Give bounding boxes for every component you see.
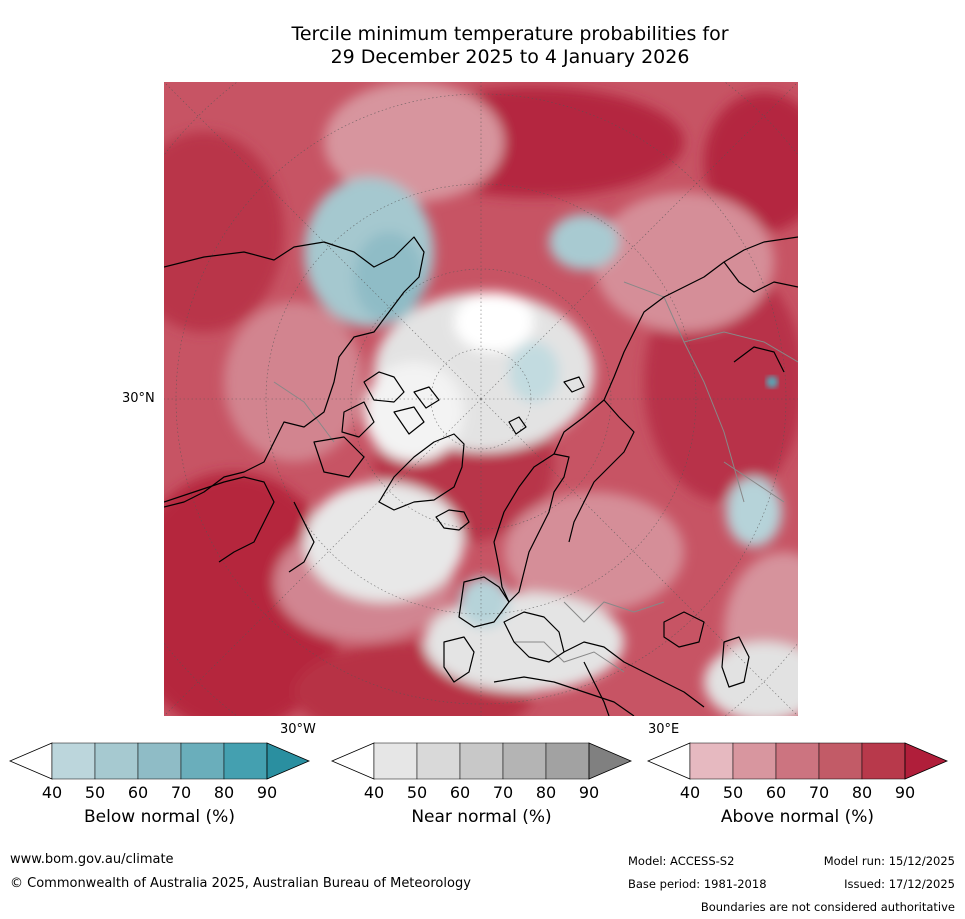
near-colorbar-graphic	[330, 742, 633, 780]
footer-copyright: © Commonwealth of Australia 2025, Austra…	[10, 876, 471, 891]
colorbar-below-normal: 40 50 60 70 80 90 Below normal (%)	[8, 742, 311, 843]
above-colorbar-graphic	[646, 742, 949, 780]
footer-base-period: Base period: 1981-2018	[628, 877, 767, 891]
chart-title-line-2: 29 December 2025 to 4 January 2026	[330, 46, 690, 68]
below-colorbar-tick-label: 90	[256, 783, 278, 802]
footer-model-run: Model run: 15/12/2025	[823, 854, 955, 868]
scandinavia-coast	[493, 453, 570, 603]
above-colorbar-segment	[775, 742, 820, 780]
near-colorbar-tick-label: 90	[578, 783, 600, 802]
footer-disclaimer: Boundaries are not considered authoritat…	[700, 900, 955, 914]
above-colorbar-tick-label: 40	[679, 783, 701, 802]
above-colorbar-segment	[861, 742, 906, 780]
near-colorbar-tick-label: 40	[363, 783, 385, 802]
near-colorbar-segment	[373, 742, 418, 780]
below-colorbar-segment	[180, 742, 225, 780]
below-colorbar-tick-label: 40	[41, 783, 63, 802]
near-colorbar-tick-label: 60	[449, 783, 471, 802]
iceland-coast	[435, 509, 470, 531]
below-colorbar-tick-label: 60	[127, 783, 149, 802]
near-colorbar-max-extension	[588, 742, 633, 780]
below-colorbar-segment	[137, 742, 182, 780]
longitude-label-30w: 30°W	[280, 722, 316, 737]
below-colorbar-segment	[94, 742, 139, 780]
below-colorbar-min-extension	[8, 742, 53, 780]
probability-map	[164, 82, 798, 716]
north-america-coast	[164, 236, 425, 508]
below-colorbar-segment	[51, 742, 96, 780]
near-colorbar-tick-label: 50	[406, 783, 428, 802]
footer-issued: Issued: 17/12/2025	[844, 877, 955, 891]
above-colorbar-tick-label: 70	[808, 783, 830, 802]
near-colorbar-tick-label: 80	[535, 783, 557, 802]
below-colorbar-tick-label: 70	[170, 783, 192, 802]
blue-spot	[766, 376, 778, 388]
graticule	[164, 82, 798, 716]
footer-url: www.bom.gov.au/climate	[10, 852, 174, 867]
near-colorbar-segment	[502, 742, 547, 780]
above-colorbar-segment	[818, 742, 863, 780]
country-borders	[273, 281, 798, 673]
above-colorbar-tick-label: 50	[722, 783, 744, 802]
below-colorbar-tick-label: 50	[84, 783, 106, 802]
near-colorbar-segment	[545, 742, 590, 780]
below-colorbar-title: Below normal (%)	[84, 807, 235, 827]
near-colorbar-min-extension	[330, 742, 375, 780]
eurasia-coast	[553, 236, 798, 455]
above-colorbar-min-extension	[646, 742, 691, 780]
above-colorbar-segment	[732, 742, 777, 780]
below-colorbar-graphic	[8, 742, 311, 780]
near-colorbar-title: Near normal (%)	[411, 807, 552, 827]
latitude-label-30n: 30°N	[122, 391, 155, 406]
near-colorbar-segment	[416, 742, 461, 780]
above-colorbar-tick-label: 90	[894, 783, 916, 802]
near-colorbar-segment	[459, 742, 504, 780]
above-colorbar-tick-label: 60	[765, 783, 787, 802]
below-colorbar-tick-label: 80	[213, 783, 235, 802]
above-colorbar-tick-label: 80	[851, 783, 873, 802]
coastlines	[164, 236, 798, 716]
footer-model: Model: ACCESS-S2	[628, 854, 735, 868]
chart-title-line-1: Tercile minimum temperature probabilitie…	[291, 23, 729, 45]
above-colorbar-title: Above normal (%)	[720, 807, 875, 827]
above-colorbar-max-extension	[904, 742, 949, 780]
near-colorbar-tick-label: 70	[492, 783, 514, 802]
colorbar-near-normal: 40 50 60 70 80 90 Near normal (%)	[330, 742, 633, 843]
below-colorbar-max-extension	[266, 742, 311, 780]
below-colorbar-segment	[223, 742, 268, 780]
colorbar-above-normal: 40 50 60 70 80 90 Above normal (%)	[646, 742, 949, 843]
above-colorbar-segment	[689, 742, 734, 780]
greenland-coast	[378, 433, 465, 511]
longitude-label-30e: 30°E	[648, 722, 680, 737]
